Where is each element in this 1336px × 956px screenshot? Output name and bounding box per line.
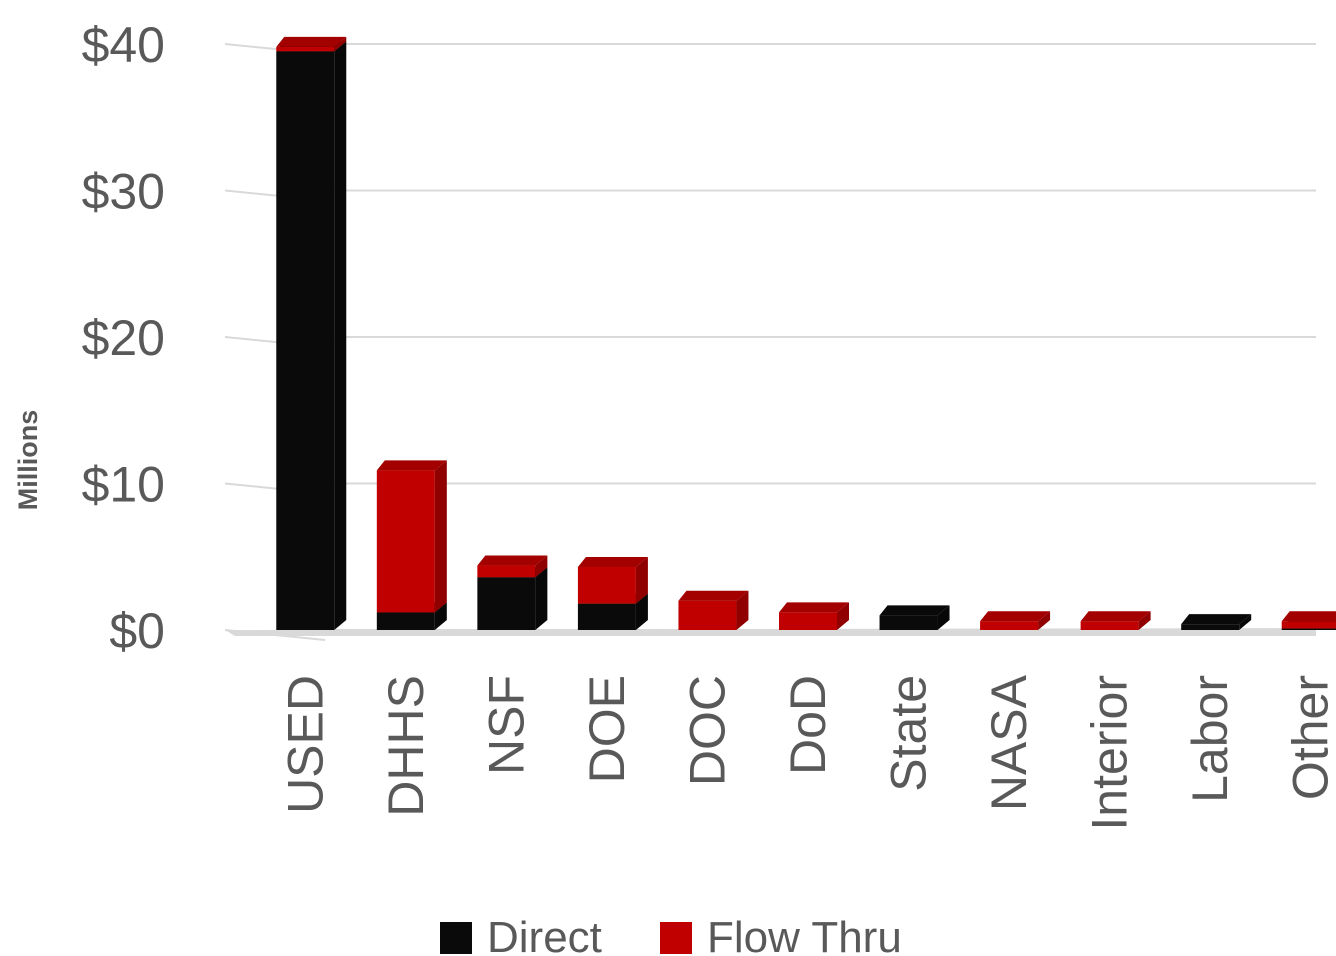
bar-front	[1080, 621, 1139, 630]
y-tick-label: $0	[109, 603, 165, 659]
bar-segment	[276, 36, 347, 52]
bar-segment	[779, 602, 849, 630]
bar-front	[1281, 628, 1336, 630]
bar-segment	[980, 611, 1051, 630]
bar-front	[577, 567, 636, 604]
y-tick-label: $30	[82, 164, 165, 220]
x-tick-label: State	[881, 675, 937, 792]
bar-front	[678, 600, 737, 630]
x-tick-label: DoD	[780, 675, 836, 775]
bar-front	[1281, 621, 1336, 629]
bar-top	[477, 555, 548, 566]
x-tick-label: DHHS	[378, 675, 434, 817]
bar-top	[980, 611, 1051, 622]
bar-front	[779, 612, 837, 630]
bar-top	[276, 36, 347, 47]
bar-segment	[1281, 611, 1336, 629]
bar-side	[334, 41, 347, 630]
y-tick-label: $10	[82, 457, 165, 513]
bar-side	[334, 36, 347, 52]
gridlines	[224, 43, 1316, 641]
bar-top	[779, 602, 849, 613]
bar-front	[276, 46, 335, 52]
bar-front	[376, 612, 435, 630]
bar-side	[535, 567, 548, 630]
bar-segment	[678, 590, 749, 630]
bar-top	[1181, 614, 1252, 625]
bar-side	[434, 602, 447, 630]
x-tick-label: USED	[277, 675, 333, 814]
x-tick-label: Other	[1283, 675, 1336, 800]
bar-segment	[1181, 614, 1252, 630]
bar-side	[1138, 611, 1151, 630]
bar-segment	[376, 460, 447, 613]
bar-front	[276, 51, 335, 630]
bar-front	[879, 615, 938, 630]
legend: Direct Flow Thru	[440, 913, 902, 956]
bar-front	[577, 603, 636, 630]
bar-side	[1038, 611, 1051, 630]
y-tick-label: $20	[82, 310, 165, 366]
legend-label: Direct	[487, 913, 602, 956]
x-tick-label: DOE	[579, 675, 635, 783]
x-tick-label: Labor	[1182, 675, 1238, 803]
y-axis-title: Millions	[13, 410, 43, 511]
bar-top	[678, 590, 749, 601]
bar-side	[635, 557, 648, 604]
legend-label: Flow Thru	[707, 913, 902, 956]
y-axis-ticks: $0 $10 $20 $30 $40	[82, 17, 165, 659]
bar-segment	[276, 41, 347, 630]
bar-side	[837, 602, 849, 630]
bar-top	[376, 460, 447, 471]
x-tick-label: Interior	[1082, 675, 1138, 831]
legend-swatch	[440, 922, 472, 954]
bar-front	[477, 565, 536, 578]
bar-top	[1080, 611, 1151, 622]
x-tick-label: DOC	[679, 675, 735, 786]
bar-side	[937, 605, 950, 630]
bars	[276, 36, 1336, 630]
x-axis-ticks: USED DHHS NSF DOE DOC DoD State NASA Interior Lab…	[277, 674, 1336, 830]
bar-front	[980, 621, 1039, 630]
bar-side	[736, 590, 749, 630]
bar-segment	[477, 555, 548, 578]
bar-side	[635, 593, 648, 630]
legend-swatch	[660, 922, 692, 954]
bar-side	[1239, 614, 1252, 630]
bar-front	[1181, 624, 1240, 630]
x-tick-label: NASA	[981, 674, 1037, 811]
bar-segment	[577, 557, 648, 604]
bar-side	[535, 555, 548, 578]
bar-segment	[879, 605, 950, 630]
bar-segment	[1080, 611, 1151, 630]
bar-side	[434, 460, 447, 613]
x-tick-label: NSF	[478, 675, 534, 775]
bar-top	[1281, 611, 1336, 622]
bar-top	[879, 605, 950, 616]
bar-front	[376, 470, 435, 613]
bar-front	[477, 577, 536, 630]
y-tick-label: $40	[82, 17, 165, 73]
bar-top	[577, 557, 648, 568]
